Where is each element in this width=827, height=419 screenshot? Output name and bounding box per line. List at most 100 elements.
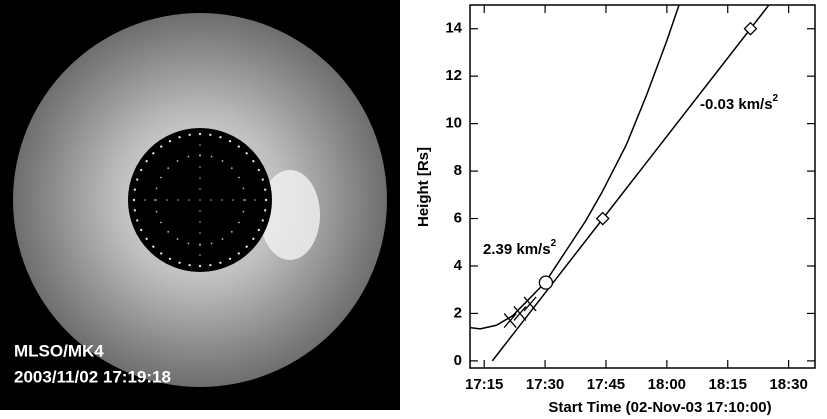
fit-curve: [470, 5, 680, 330]
y-tick-label: 8: [454, 162, 462, 179]
grid-dot: [199, 154, 201, 156]
grid-dot: [167, 167, 170, 170]
grid-dot: [187, 242, 190, 245]
fit-curve: [491, 5, 770, 362]
grid-dot: [160, 145, 163, 148]
grid-dot: [199, 232, 201, 234]
y-tick-label: 0: [454, 352, 462, 369]
grid-dot: [209, 133, 212, 137]
image-label: 2003/11/02 17:19:18: [14, 367, 171, 386]
grid-dot: [221, 238, 224, 240]
grid-dot: [198, 132, 202, 136]
grid-dot: [263, 209, 267, 212]
grid-dot: [257, 228, 261, 232]
grid-dot: [199, 244, 201, 246]
grid-dot: [199, 199, 201, 201]
grid-dot: [210, 155, 213, 158]
grid-dot: [252, 237, 255, 240]
y-tick-label: 6: [454, 209, 462, 226]
grid-dot: [139, 228, 143, 232]
grid-dot: [242, 187, 245, 190]
grid-dot: [188, 199, 190, 201]
grid-dot: [238, 176, 240, 179]
cme-bright: [260, 170, 320, 260]
grid-dot: [252, 160, 255, 163]
grid-dot: [152, 152, 155, 155]
grid-dot: [221, 160, 224, 162]
x-tick-label: 17:15: [465, 376, 503, 393]
grid-dot: [230, 230, 233, 233]
grid-dot: [198, 264, 202, 268]
grid-dot: [168, 257, 172, 261]
grid-dot: [133, 209, 137, 212]
grid-dot: [188, 263, 191, 267]
grid-dot: [242, 210, 245, 213]
image-label: MLSO/MK4: [14, 341, 104, 360]
grid-dot: [219, 136, 222, 139]
grid-dot: [160, 176, 162, 179]
x-tick-label: 18:30: [769, 376, 807, 393]
grid-dot: [228, 139, 232, 143]
data-point: [503, 313, 517, 328]
grid-dot: [139, 168, 143, 172]
x-tick-label: 18:15: [709, 376, 747, 393]
data-point: [513, 306, 527, 321]
grid-dot: [166, 199, 168, 201]
annotation: 2.39 km/s2: [483, 238, 557, 258]
y-tick-label: 10: [445, 115, 462, 132]
data-point: [595, 211, 610, 226]
grid-dot: [261, 219, 264, 222]
grid-dot: [133, 188, 137, 191]
grid-dot: [237, 145, 240, 148]
y-tick-label: 14: [445, 20, 462, 37]
grid-dot: [155, 187, 158, 190]
grid-dot: [219, 261, 222, 264]
grid-dot: [244, 199, 246, 201]
y-axis-label: Height [Rs]: [415, 147, 432, 227]
grid-dot: [263, 188, 267, 191]
annotation-text: 2.39 km/s: [483, 241, 551, 258]
annotation-text: -0.03 km/s: [700, 96, 773, 113]
grid-dot: [188, 133, 191, 137]
data-point: [538, 275, 554, 290]
grid-dot: [230, 167, 233, 170]
grid-dot: [228, 257, 232, 261]
grid-dot: [132, 198, 136, 202]
grid-dot: [176, 238, 179, 240]
grid-dot: [145, 237, 148, 240]
grid-dot: [264, 198, 268, 202]
grid-dot: [136, 178, 139, 181]
grid-dot: [160, 252, 163, 255]
grid-dot: [144, 199, 146, 201]
grid-dot: [245, 152, 248, 155]
occulter-grid: [132, 132, 268, 268]
grid-dot: [254, 199, 256, 201]
grid-dot: [176, 160, 179, 162]
grid-dot: [199, 144, 201, 146]
grid-dot: [152, 245, 155, 248]
grid-dot: [245, 245, 248, 248]
annotation-superscript: 2: [551, 238, 557, 249]
grid-dot: [210, 199, 212, 201]
y-tick-label: 12: [445, 67, 462, 84]
grid-dot: [167, 230, 170, 233]
grid-dot: [136, 219, 139, 222]
data-point: [743, 21, 758, 36]
grid-dot: [261, 178, 264, 181]
grid-dot: [257, 168, 261, 172]
grid-dot: [221, 199, 223, 201]
grid-dot: [238, 221, 240, 224]
annotation-superscript: 2: [773, 93, 779, 104]
grid-dot: [168, 139, 172, 143]
x-tick-label: 17:30: [526, 376, 564, 393]
chart: Start Time (02-Nov-03 17:10:00) Height […: [415, 4, 816, 416]
annotation: -0.03 km/s2: [700, 93, 779, 113]
grid-dot: [199, 166, 201, 168]
grid-dot: [154, 199, 156, 201]
grid-dot: [237, 252, 240, 255]
grid-dot: [199, 221, 201, 223]
grid-dot: [177, 199, 179, 201]
grid-dot: [232, 199, 234, 201]
grid-dot: [145, 160, 148, 163]
